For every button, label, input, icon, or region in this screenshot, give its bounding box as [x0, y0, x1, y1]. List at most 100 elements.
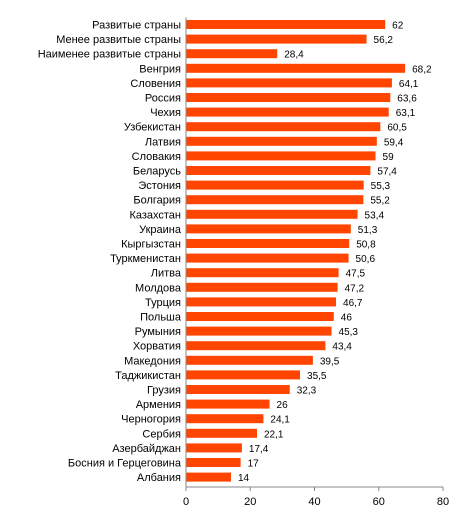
bar: [186, 166, 371, 175]
category-label: Латвия: [145, 136, 181, 148]
category-label: Кыргызстан: [121, 239, 181, 251]
category-label: Сербия: [142, 428, 181, 440]
category-label: Украина: [139, 224, 182, 236]
bar: [186, 341, 326, 351]
category-label: Узбекистан: [124, 122, 181, 134]
value-label: 62: [392, 21, 404, 32]
bar: [186, 34, 367, 44]
category-label: Чехия: [150, 107, 181, 119]
category-label: Эстония: [138, 180, 181, 192]
bar: [186, 370, 301, 380]
value-label: 46,7: [343, 298, 363, 309]
value-label: 14: [238, 473, 250, 484]
value-label: 63,1: [396, 108, 416, 119]
bar: [186, 268, 339, 278]
value-label: 39,5: [320, 356, 340, 367]
value-label: 28,4: [284, 50, 304, 61]
value-label: 51,3: [358, 225, 378, 236]
bars-group: [186, 20, 406, 482]
bar: [186, 253, 349, 263]
value-label: 46: [341, 313, 353, 324]
x-tick-label: 80: [437, 496, 449, 508]
bar: [186, 239, 350, 248]
category-label: Казахстан: [129, 209, 181, 221]
category-label: Черногория: [121, 414, 181, 426]
category-label: Туркменистан: [110, 253, 181, 265]
value-label: 50,8: [356, 240, 376, 251]
value-label: 47,5: [346, 269, 366, 280]
category-labels: Развитые страны Менее развитые страны Наим…: [38, 20, 182, 485]
category-label: Наименее развитые страны: [38, 49, 181, 61]
bar: [186, 414, 264, 424]
x-tick-label: 60: [373, 496, 385, 508]
bar: [186, 399, 270, 409]
category-label: Беларусь: [133, 166, 181, 178]
category-label: Болгария: [133, 195, 181, 207]
value-label: 47,2: [345, 283, 365, 294]
value-label: 53,4: [365, 210, 385, 221]
category-label: Польша: [140, 312, 182, 324]
value-label: 50,6: [356, 254, 376, 265]
category-label: Венгрия: [139, 63, 181, 75]
bar: [186, 93, 391, 102]
bar: [186, 151, 376, 161]
category-label: Хорватия: [133, 341, 181, 353]
value-label: 45,3: [339, 327, 359, 338]
category-label: Турция: [145, 297, 181, 309]
x-tick-label: 40: [308, 496, 320, 508]
bar: [186, 209, 358, 219]
category-label: Развитые страны: [92, 20, 181, 32]
category-label: Армения: [136, 399, 181, 411]
value-label: 60,5: [387, 123, 407, 134]
value-label: 56,2: [374, 35, 394, 46]
value-label: 26: [277, 400, 289, 411]
category-label: Албания: [137, 472, 181, 484]
x-axis-ticks: 0 20 40 60 80: [183, 487, 449, 508]
bar: [186, 472, 231, 482]
value-label: 59,4: [384, 137, 404, 148]
value-label: 17: [248, 459, 260, 470]
x-tick-label: 20: [244, 496, 256, 508]
value-label: 32,3: [297, 386, 317, 397]
value-label: 43,4: [332, 342, 352, 353]
value-label: 63,6: [397, 94, 417, 105]
x-tick-label: 0: [183, 496, 189, 508]
bar: [186, 443, 242, 453]
category-label: Таджикистан: [115, 370, 181, 382]
bar: [186, 195, 364, 205]
bar: [186, 78, 392, 88]
value-label: 24,1: [270, 415, 290, 426]
bar: [186, 458, 241, 467]
value-label: 22,1: [264, 429, 284, 440]
value-label: 55,3: [371, 181, 391, 192]
bar: [186, 136, 377, 146]
bar: [186, 297, 337, 307]
bar: [186, 385, 290, 394]
category-label: Македония: [124, 355, 181, 367]
value-labels: 62 56,2 28,4 68,2 64,1 63,6 63,1 60,5 59,4 59 57,4…: [238, 21, 432, 485]
bar: [186, 180, 364, 190]
value-label: 55,2: [370, 196, 390, 207]
value-label: 68,2: [412, 64, 432, 75]
value-label: 64,1: [399, 79, 419, 90]
category-label: Грузия: [147, 385, 181, 397]
bar: [186, 312, 334, 321]
category-label: Литва: [151, 268, 182, 280]
category-label: Румыния: [135, 326, 181, 338]
bar: [186, 428, 257, 438]
category-label: Менее развитые страны: [56, 34, 181, 46]
bar: [186, 282, 338, 292]
bar: [186, 224, 351, 234]
bar: [186, 20, 386, 29]
category-label: Словакия: [132, 151, 181, 163]
value-label: 59: [383, 152, 395, 163]
value-label: 57,4: [377, 167, 397, 178]
category-label: Босния и Герцеговина: [68, 458, 182, 470]
category-label: Россия: [145, 93, 181, 105]
bar: [186, 122, 381, 132]
category-label: Молдова: [135, 282, 182, 294]
bar: [186, 63, 406, 73]
bar: [186, 355, 313, 365]
category-label: Азербайджан: [112, 443, 181, 455]
